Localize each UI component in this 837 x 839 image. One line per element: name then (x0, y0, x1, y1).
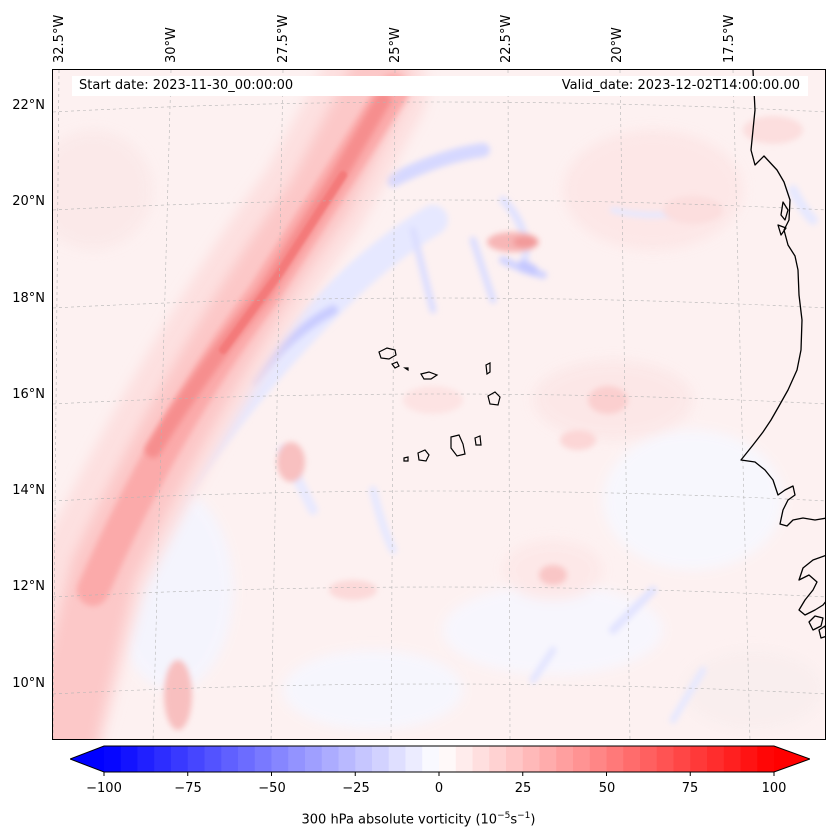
positive-vorticity-jet-band (53, 70, 428, 739)
positive-vorticity-cells (164, 116, 803, 730)
colorbar-segment (623, 746, 641, 772)
colorbar-segment (171, 746, 189, 772)
colorbar-segment (355, 746, 373, 772)
lat-label-18n: 18°N (12, 291, 45, 306)
lat-label-22n: 22°N (12, 98, 45, 113)
lon-label-30w: 30°W (164, 27, 179, 63)
info-bar (72, 76, 808, 96)
colorbar-segment (556, 746, 574, 772)
island-maio (474, 435, 482, 446)
island-santa-luzia (403, 367, 409, 372)
colorbar-tick: 75 (681, 781, 699, 796)
colorbar-segment (221, 746, 239, 772)
colorbar-label-prefix: 300 hPa absolute vorticity (10 (301, 812, 498, 828)
colorbar-segment (640, 746, 658, 772)
colorbar-tick: −75 (174, 781, 202, 796)
colorbar-segment (405, 746, 423, 772)
cape-verde-islands (378, 347, 501, 462)
colorbar-label-unit: s (510, 812, 518, 828)
colorbar-tick: 50 (598, 781, 616, 796)
island-brava (403, 456, 409, 462)
colorbar-segment (154, 746, 172, 772)
colorbar-tick: 25 (514, 781, 532, 796)
colorbar-segment (137, 746, 155, 772)
colorbar-label-exponent: −5 (497, 811, 511, 821)
colorbar-segment (723, 746, 742, 772)
lon-label-20w: 20°W (610, 27, 625, 63)
colorbar-tick: −50 (258, 781, 286, 796)
lon-label-32-5w: 32.5°W (52, 14, 67, 63)
lon-label-22-5w: 22.5°W (499, 14, 514, 63)
colorbar-label-exponent: −1 (517, 811, 531, 821)
colorbar-segment (673, 746, 691, 772)
colorbar-segment (539, 746, 557, 772)
colorbar-segment (589, 746, 608, 772)
island-santo-antao (378, 347, 397, 360)
colorbar-tick: −25 (342, 781, 370, 796)
lat-label-16n: 16°N (12, 387, 45, 402)
colorbar-segment (472, 746, 490, 772)
colorbar-tick: 0 (434, 781, 444, 796)
colorbar-segment (120, 746, 139, 772)
island-sal (485, 362, 491, 376)
lat-label-12n: 12°N (12, 579, 45, 594)
colorbar-segment (757, 746, 775, 772)
colorbar-segment (238, 746, 256, 772)
colorbar-tick: 100 (761, 781, 787, 796)
colorbar-tick: −100 (86, 781, 122, 796)
graticule (53, 70, 825, 739)
lon-label-27-5w: 27.5°W (276, 14, 291, 63)
colorbar-segment (254, 746, 273, 772)
colorbar-segment (104, 746, 122, 772)
colorbar-extend-high (774, 746, 810, 772)
island-sao-nicolau (420, 371, 439, 380)
colorbar-segment (506, 746, 524, 772)
colorbar-segment (573, 746, 591, 772)
colorbar-segment (338, 746, 356, 772)
valid-date-label: Valid_date: 2023-12-02T14:00:00.00 (561, 78, 800, 93)
colorbar-segment (321, 746, 340, 772)
colorbar-segment (288, 746, 306, 772)
vorticity-map (52, 69, 826, 740)
colorbar-segment (489, 746, 507, 772)
colorbar-segment (372, 746, 390, 772)
colorbar-segment (187, 746, 206, 772)
colorbar-segment (740, 746, 758, 772)
lon-label-17-5w: 17.5°W (722, 14, 737, 63)
colorbar-segment (522, 746, 541, 772)
colorbar-extend-low (70, 746, 104, 772)
lat-label-14n: 14°N (12, 483, 45, 498)
island-santiago (450, 434, 466, 457)
colorbar-segment (305, 746, 323, 772)
colorbar-label: 300 hPa absolute vorticity (10−5s−1) (0, 808, 837, 828)
lat-label-20n: 20°N (12, 194, 45, 209)
colorbar-segment (606, 746, 624, 772)
african-coastline (740, 70, 825, 639)
map-canvas (53, 70, 825, 739)
colorbar (70, 745, 810, 776)
colorbar-label-suffix: ) (530, 812, 536, 828)
lon-label-25w: 25°W (388, 27, 403, 63)
colorbar-segment (439, 746, 457, 772)
colorbar-segment (455, 746, 474, 772)
start-date-label: Start date: 2023-11-30_00:00:00 (79, 78, 294, 93)
island-boa-vista (487, 391, 501, 406)
lat-label-10n: 10°N (12, 676, 45, 691)
colorbar-segment (422, 746, 440, 772)
colorbar-segment (388, 746, 407, 772)
colorbar-segment (690, 746, 708, 772)
island-sao-vicente (391, 361, 400, 369)
colorbar-segment (271, 746, 289, 772)
island-fogo (417, 449, 430, 462)
colorbar-segment (204, 746, 222, 772)
colorbar-segment (656, 746, 675, 772)
colorbar-segment (707, 746, 725, 772)
